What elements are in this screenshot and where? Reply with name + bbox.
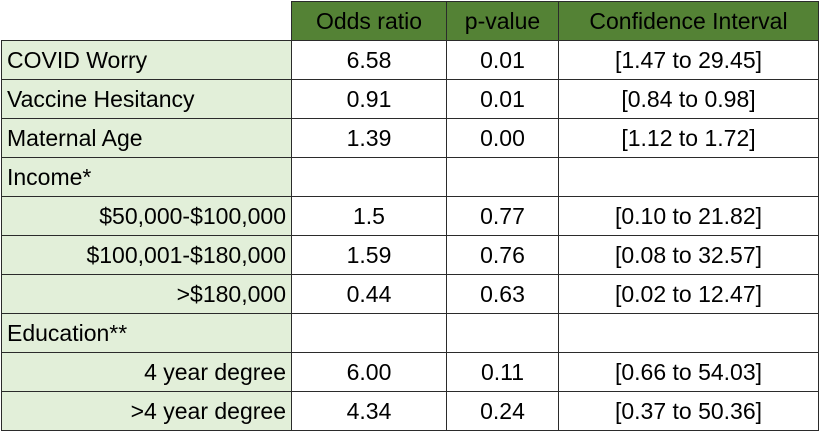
confidence-interval-cell xyxy=(558,157,819,197)
table-row: $50,000-$100,000 1.5 0.77 [0.10 to 21.82] xyxy=(1,196,819,236)
row-label: Income* xyxy=(1,157,292,197)
odds-ratio-cell xyxy=(291,313,447,353)
odds-ratio-cell xyxy=(291,157,447,197)
header-row: Odds ratio p-value Confidence Interval xyxy=(1,1,819,41)
p-value-cell: 0.24 xyxy=(446,391,559,431)
p-value-cell: 0.63 xyxy=(446,274,559,314)
confidence-interval-cell: [0.08 to 32.57] xyxy=(558,235,819,275)
row-label: $100,001-$180,000 xyxy=(1,235,292,275)
row-label: Education** xyxy=(1,313,292,353)
odds-ratio-cell: 0.44 xyxy=(291,274,447,314)
p-value-cell xyxy=(446,157,559,197)
row-label: Maternal Age xyxy=(1,118,292,158)
odds-ratio-cell: 4.34 xyxy=(291,391,447,431)
odds-ratio-cell: 1.59 xyxy=(291,235,447,275)
table-row: COVID Worry 6.58 0.01 [1.47 to 29.45] xyxy=(1,40,819,80)
confidence-interval-cell: [0.37 to 50.36] xyxy=(558,391,819,431)
row-label: $50,000-$100,000 xyxy=(1,196,292,236)
table-row: 4 year degree 6.00 0.11 [0.66 to 54.03] xyxy=(1,352,819,392)
odds-ratio-cell: 1.39 xyxy=(291,118,447,158)
header-p-value: p-value xyxy=(446,1,559,41)
corner-cell xyxy=(1,1,292,41)
odds-ratio-cell: 6.58 xyxy=(291,40,447,80)
table-row: >4 year degree 4.34 0.24 [0.37 to 50.36] xyxy=(1,391,819,431)
odds-ratio-cell: 6.00 xyxy=(291,352,447,392)
p-value-cell: 0.00 xyxy=(446,118,559,158)
row-label: 4 year degree xyxy=(1,352,292,392)
row-label: >4 year degree xyxy=(1,391,292,431)
header-odds-ratio: Odds ratio xyxy=(291,1,447,41)
confidence-interval-cell: [0.66 to 54.03] xyxy=(558,352,819,392)
confidence-interval-cell: [1.12 to 1.72] xyxy=(558,118,819,158)
row-label: >$180,000 xyxy=(1,274,292,314)
odds-ratio-cell: 1.5 xyxy=(291,196,447,236)
p-value-cell: 0.77 xyxy=(446,196,559,236)
table-row: $100,001-$180,000 1.59 0.76 [0.08 to 32.57] xyxy=(1,235,819,275)
table-row: Income* xyxy=(1,157,819,197)
confidence-interval-cell xyxy=(558,313,819,353)
table-row: Vaccine Hesitancy 0.91 0.01 [0.84 to 0.98] xyxy=(1,79,819,119)
p-value-cell: 0.01 xyxy=(446,40,559,80)
row-label: COVID Worry xyxy=(1,40,292,80)
p-value-cell: 0.11 xyxy=(446,352,559,392)
odds-ratio-cell: 0.91 xyxy=(291,79,447,119)
confidence-interval-cell: [0.02 to 12.47] xyxy=(558,274,819,314)
table-row: >$180,000 0.44 0.63 [0.02 to 12.47] xyxy=(1,274,819,314)
header-confidence-interval: Confidence Interval xyxy=(558,1,819,41)
table-row: Maternal Age 1.39 0.00 [1.12 to 1.72] xyxy=(1,118,819,158)
confidence-interval-cell: [0.10 to 21.82] xyxy=(558,196,819,236)
confidence-interval-cell: [0.84 to 0.98] xyxy=(558,79,819,119)
odds-ratio-table: Odds ratio p-value Confidence Interval C… xyxy=(1,1,819,431)
row-label: Vaccine Hesitancy xyxy=(1,79,292,119)
p-value-cell: 0.76 xyxy=(446,235,559,275)
p-value-cell xyxy=(446,313,559,353)
table-row: Education** xyxy=(1,313,819,353)
confidence-interval-cell: [1.47 to 29.45] xyxy=(558,40,819,80)
p-value-cell: 0.01 xyxy=(446,79,559,119)
